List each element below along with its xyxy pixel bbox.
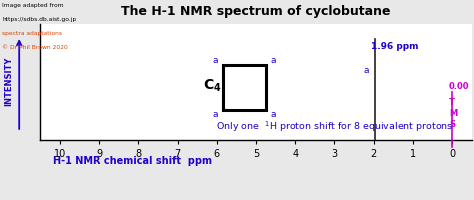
Bar bbox=[223, 65, 266, 110]
Text: a: a bbox=[270, 56, 275, 65]
Text: a: a bbox=[213, 110, 219, 119]
Text: Only one  $^1$H proton shift for 8 equivalent protons: Only one $^1$H proton shift for 8 equiva… bbox=[216, 120, 453, 134]
Text: Image adapted from: Image adapted from bbox=[2, 3, 64, 8]
Text: T: T bbox=[449, 98, 455, 107]
Text: M: M bbox=[449, 109, 457, 118]
Text: 0.00: 0.00 bbox=[449, 82, 469, 91]
Text: H-1 NMR chemical shift  ppm: H-1 NMR chemical shift ppm bbox=[53, 156, 212, 166]
Text: © Dr Phil Brown 2020: © Dr Phil Brown 2020 bbox=[2, 45, 68, 50]
Text: https://sdbs.db.aist.go.jp: https://sdbs.db.aist.go.jp bbox=[2, 17, 77, 22]
Text: spectra adaptations: spectra adaptations bbox=[2, 31, 63, 36]
Text: a: a bbox=[270, 110, 275, 119]
Text: S: S bbox=[449, 120, 455, 129]
Text: The H-1 NMR spectrum of cyclobutane: The H-1 NMR spectrum of cyclobutane bbox=[121, 5, 391, 18]
Text: 1.96 ppm: 1.96 ppm bbox=[371, 42, 419, 51]
Text: INTENSITY: INTENSITY bbox=[4, 56, 13, 106]
Text: $\mathbf{C_4H_8}$: $\mathbf{C_4H_8}$ bbox=[203, 77, 240, 94]
Text: a: a bbox=[364, 66, 369, 75]
Text: a: a bbox=[213, 56, 219, 65]
